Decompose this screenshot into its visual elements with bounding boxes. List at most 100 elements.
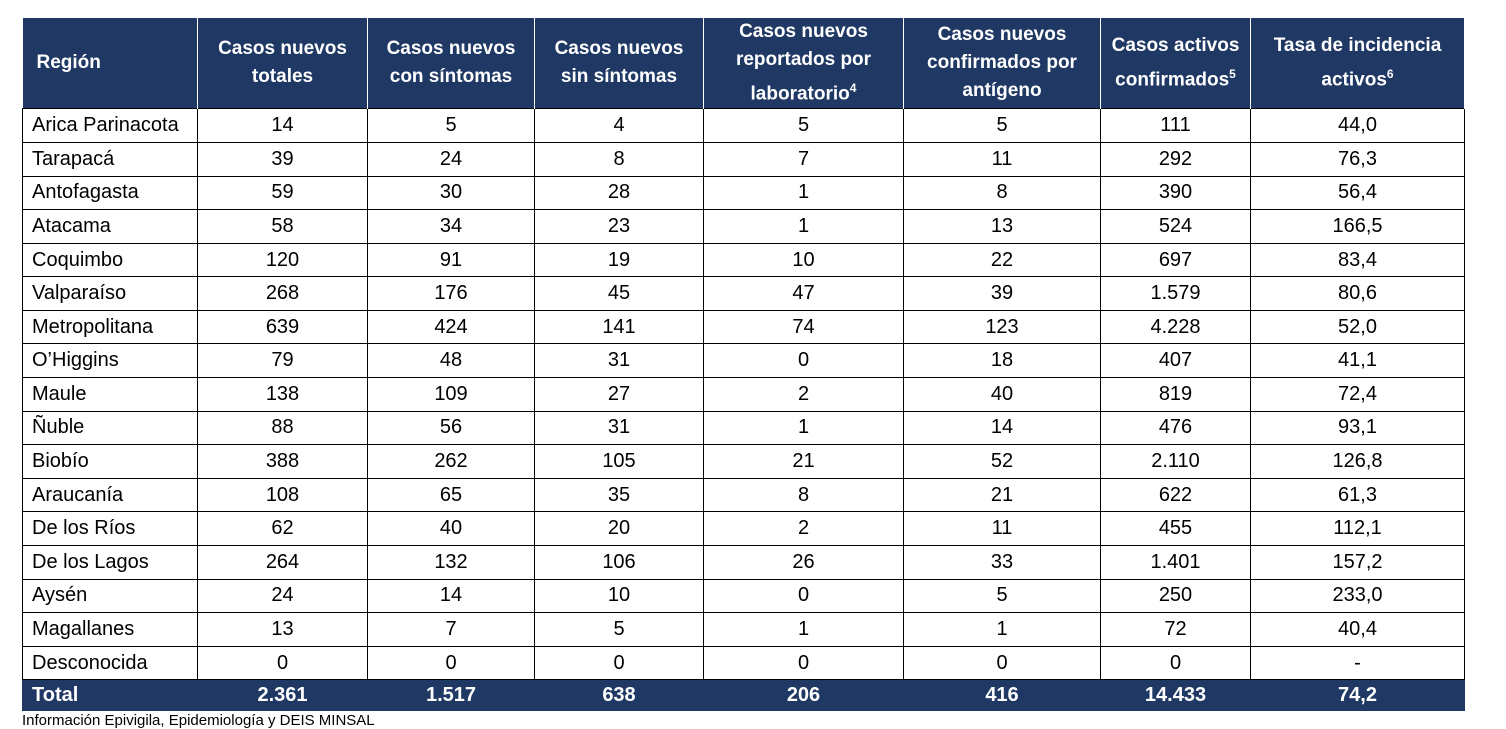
table-wrap: Región Casos nuevos totales Casos nuevos c… <box>22 18 1465 712</box>
cell: 41,1 <box>1250 343 1465 379</box>
total-row: Total 2.361 1.517 638 206 416 14.433 74,2 <box>22 679 1465 712</box>
cell: 35 <box>534 477 704 513</box>
cell: 45 <box>534 276 704 311</box>
header-cell: Casos nuevos con síntomas <box>367 18 535 109</box>
cell: 76,3 <box>1250 141 1465 177</box>
cell: 47 <box>703 276 904 311</box>
cell: Atacama <box>22 209 198 244</box>
cell: 639 <box>197 309 368 345</box>
footnote-ref: 4 <box>849 81 857 95</box>
cell: 109 <box>367 377 535 412</box>
cell: 40 <box>367 511 535 547</box>
cell: 388 <box>197 444 368 479</box>
cell: 7 <box>367 612 535 647</box>
cell: 141 <box>534 309 704 345</box>
cell: 5 <box>903 108 1101 143</box>
cell: 390 <box>1100 175 1251 211</box>
cell: 5 <box>903 578 1101 614</box>
data-row: De los Lagos 264 132 106 26 33 1.401 157,2 <box>22 545 1465 580</box>
cell: 14 <box>197 108 368 143</box>
data-row: De los Ríos 62 40 20 2 11 455 112,1 <box>22 511 1465 547</box>
cell: 138 <box>197 377 368 412</box>
cell: Aysén <box>22 578 198 614</box>
header-text: Casos nuevos totales <box>218 38 347 88</box>
cell: 176 <box>367 276 535 311</box>
cell: 4.228 <box>1100 309 1251 345</box>
cell: 157,2 <box>1250 545 1465 580</box>
cell: 13 <box>903 209 1101 244</box>
cell: 697 <box>1100 242 1251 278</box>
cell: 79 <box>197 343 368 379</box>
cell: De los Lagos <box>22 545 198 580</box>
cell: 23 <box>534 209 704 244</box>
cell: Metropolitana <box>22 309 198 345</box>
cell: 44,0 <box>1250 108 1465 143</box>
cell: 39 <box>197 141 368 177</box>
cell: Desconocida <box>22 645 198 681</box>
cell: 31 <box>534 410 704 446</box>
cell: 24 <box>367 141 535 177</box>
cell: 52,0 <box>1250 309 1465 345</box>
cell: 108 <box>197 477 368 513</box>
cell: 166,5 <box>1250 209 1465 244</box>
cell: 18 <box>903 343 1101 379</box>
header-cell: Casos nuevos totales <box>197 18 368 109</box>
data-row: O’Higgins 79 48 31 0 18 407 41,1 <box>22 343 1465 379</box>
cell: 2.110 <box>1100 444 1251 479</box>
cell: 1 <box>703 410 904 446</box>
header-text: Casos nuevos reportados por laboratorio <box>735 21 872 105</box>
cell: 27 <box>534 377 704 412</box>
total-cell: 638 <box>534 679 704 712</box>
header-cell: Casos activos confirmados5 <box>1100 18 1251 109</box>
cell: 132 <box>367 545 535 580</box>
cell: 0 <box>1100 645 1251 681</box>
cell: Ñuble <box>22 410 198 446</box>
cell: 111 <box>1100 108 1251 143</box>
cell: 14 <box>367 578 535 614</box>
cell: 112,1 <box>1250 511 1465 547</box>
cell: 26 <box>703 545 904 580</box>
data-row: Maule 138 109 27 2 40 819 72,4 <box>22 377 1465 412</box>
cell: 58 <box>197 209 368 244</box>
total-cell: Total <box>22 679 198 712</box>
data-row: Ñuble 88 56 31 1 14 476 93,1 <box>22 410 1465 446</box>
cell: 1 <box>903 612 1101 647</box>
cases-table: Región Casos nuevos totales Casos nuevos c… <box>22 18 1465 712</box>
header-text: Casos nuevos confirmados por antígeno <box>927 24 1077 102</box>
cell: Coquimbo <box>22 242 198 278</box>
cell: 120 <box>197 242 368 278</box>
cell: 233,0 <box>1250 578 1465 614</box>
cell: 1 <box>703 612 904 647</box>
header-text: Región <box>36 52 101 74</box>
header-cell: Casos nuevos sin síntomas <box>534 18 704 109</box>
cell: 8 <box>703 477 904 513</box>
cell: 93,1 <box>1250 410 1465 446</box>
cell: 7 <box>703 141 904 177</box>
header-row: Región Casos nuevos totales Casos nuevos c… <box>22 18 1465 109</box>
total-cell: 2.361 <box>197 679 368 712</box>
cell: Araucanía <box>22 477 198 513</box>
data-row: Desconocida 0 0 0 0 0 0- <box>22 645 1465 681</box>
header-cell: Casos nuevos confirmados por antígeno <box>903 18 1101 109</box>
footnote-ref: 5 <box>1229 67 1236 81</box>
data-row: Metropolitana 639 424 141 74 123 4.228 52,0 <box>22 309 1465 345</box>
cell: 250 <box>1100 578 1251 614</box>
cell: 30 <box>367 175 535 211</box>
cell: 61,3 <box>1250 477 1465 513</box>
cell: 11 <box>903 511 1101 547</box>
total-cell: 416 <box>903 679 1101 712</box>
cell: 10 <box>703 242 904 278</box>
cell: 31 <box>534 343 704 379</box>
data-row: Valparaíso 268 176 45 47 39 1.579 80,6 <box>22 276 1465 311</box>
cell: 62 <box>197 511 368 547</box>
header-cell: Región <box>22 18 198 109</box>
data-row: Arica Parinacota 14 5 4 5 5 111 44,0 <box>22 108 1465 143</box>
cell: 123 <box>903 309 1101 345</box>
header-text: Casos nuevos sin síntomas <box>554 38 684 88</box>
data-row: Araucanía 108 65 35 8 21 622 61,3 <box>22 477 1465 513</box>
cell: 80,6 <box>1250 276 1465 311</box>
total-cell: 14.433 <box>1100 679 1251 712</box>
cell: 1 <box>703 175 904 211</box>
data-row: Atacama 58 34 23 1 13 524 166,5 <box>22 209 1465 244</box>
cell: Antofagasta <box>22 175 198 211</box>
